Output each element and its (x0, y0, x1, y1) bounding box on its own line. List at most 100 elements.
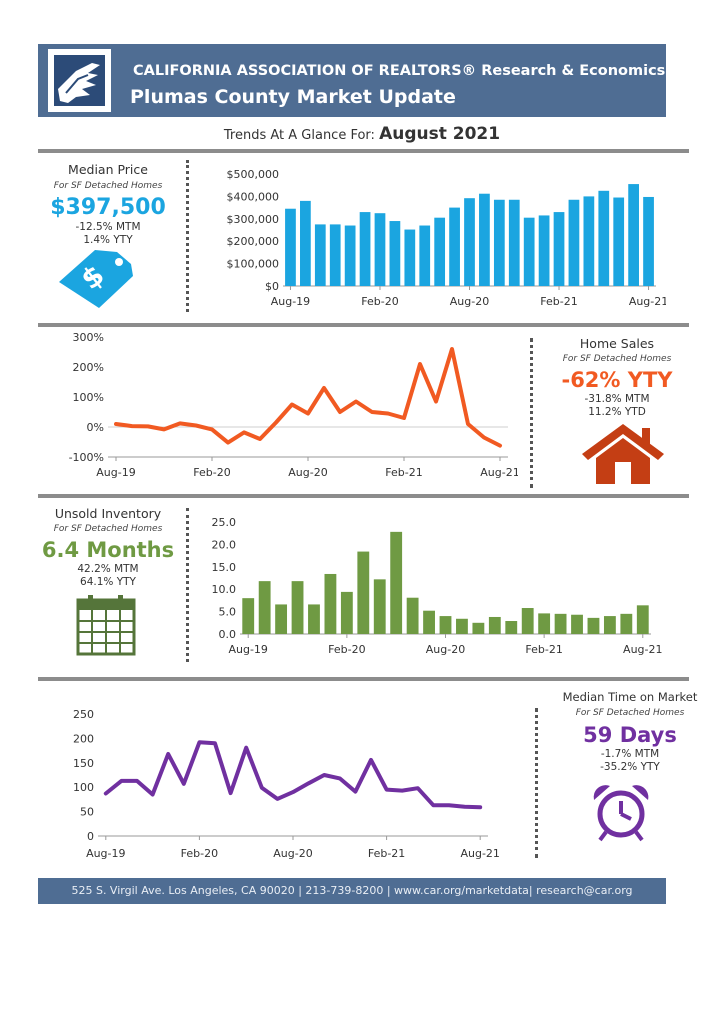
y-tick-label: 300% (73, 331, 104, 344)
home-sales-value: -62% YTY (561, 368, 673, 392)
bar (324, 573, 337, 634)
bar (464, 198, 475, 286)
car-logo (48, 49, 111, 112)
bar (628, 184, 639, 286)
y-tick-label: 200% (73, 361, 104, 374)
home-sales-panel: Home Sales For SF Detached Homes -62% YT… (552, 336, 682, 419)
time-on-market-panel: Median Time on Market For SF Detached Ho… (555, 690, 705, 774)
report-header: CALIFORNIA ASSOCIATION OF REALTORS® Rese… (38, 44, 666, 117)
bar (583, 196, 595, 286)
x-tick-label: Aug-20 (450, 295, 489, 308)
inventory-chart: 0.0 5.0 10.0 15.0 20.0 25.0 Aug-19 Feb-20 Aug-20… (212, 516, 663, 656)
bar (406, 597, 419, 634)
x-tick-label: Feb-21 (540, 295, 577, 308)
median-price-mtm: -12.5% MTM (75, 221, 141, 233)
inventory-value: 6.4 Months (41, 538, 175, 562)
bar (389, 221, 401, 286)
y-tick-label: 200 (73, 732, 94, 745)
bar (344, 225, 356, 286)
bar (538, 613, 551, 634)
panel-separator (186, 508, 189, 662)
panel-separator (535, 708, 538, 858)
y-tick-label: 10.0 (212, 583, 237, 596)
home-sales-subtitle: For SF Detached Homes (562, 354, 672, 364)
x-tick-label: Aug-20 (288, 466, 327, 479)
bar (571, 614, 583, 634)
bar (449, 207, 460, 286)
time-on-market-value: 59 Days (583, 723, 677, 747)
x-tick-label: Aug-19 (96, 466, 135, 479)
inventory-panel: Unsold Inventory For SF Detached Homes 6… (38, 506, 178, 589)
bar (258, 581, 271, 634)
y-tick-label: 20.0 (212, 538, 237, 551)
bar (587, 617, 600, 634)
bar (554, 613, 567, 634)
calendar-icon (76, 595, 136, 656)
bar (643, 196, 654, 286)
bar (308, 604, 320, 634)
y-tick-label: 150 (73, 757, 94, 770)
y-tick-label: 0% (87, 421, 104, 434)
x-tick-label: Aug-21 (623, 643, 662, 656)
y-tick-label: 15.0 (212, 561, 237, 574)
bar (285, 208, 296, 286)
bar (493, 199, 505, 286)
y-tick-label: 250 (73, 708, 94, 721)
bar (456, 618, 468, 634)
bar (423, 610, 435, 634)
bar (521, 608, 534, 634)
median-price-yty: 1.4% YTY (83, 234, 133, 246)
bar (373, 579, 386, 634)
bar (598, 190, 610, 286)
home-sales-ytd: 11.2% YTD (588, 406, 646, 418)
y-tick-label: $0 (265, 280, 279, 293)
x-tick-label: Feb-20 (193, 466, 230, 479)
bar (636, 605, 649, 634)
x-tick-label: Aug-20 (426, 643, 465, 656)
section-divider (38, 494, 689, 498)
bar (359, 212, 371, 286)
x-tick-label: Feb-20 (328, 643, 365, 656)
california-bear-logo-icon (54, 55, 105, 106)
bar (538, 215, 550, 286)
time-on-market-yty: -35.2% YTY (600, 761, 660, 773)
panel-separator (186, 160, 189, 312)
bar (340, 591, 353, 634)
bar (374, 213, 386, 286)
y-tick-label: 100% (73, 391, 104, 404)
report-month: August 2021 (379, 124, 501, 144)
bar (620, 613, 633, 634)
bar (434, 217, 446, 286)
x-tick-label: Aug-19 (228, 643, 267, 656)
y-tick-label: $100,000 (227, 258, 280, 271)
trends-prefix: Trends At A Glance For: (223, 128, 375, 143)
bar (329, 224, 341, 286)
bar (472, 622, 485, 634)
y-tick-label: 5.0 (219, 606, 237, 619)
contact-footer: 525 S. Virgil Ave. Los Angeles, CA 90020… (38, 878, 666, 904)
y-tick-label: 0.0 (219, 628, 237, 641)
section-divider (38, 323, 689, 327)
x-tick-label: Aug-21 (629, 295, 666, 308)
house-icon (582, 424, 664, 484)
y-tick-label: 100 (73, 781, 94, 794)
bar (568, 199, 580, 286)
bar (390, 531, 403, 634)
y-tick-label: 0 (87, 830, 94, 843)
inventory-subtitle: For SF Detached Homes (53, 524, 163, 534)
bar (357, 551, 370, 634)
section-divider (38, 149, 689, 153)
bar (419, 225, 431, 286)
x-tick-label: Feb-21 (368, 847, 405, 860)
price-tag-icon: $ (59, 250, 133, 308)
x-tick-label: Aug-20 (273, 847, 312, 860)
bar (523, 217, 535, 286)
organization-name: CALIFORNIA ASSOCIATION OF REALTORS® Rese… (133, 63, 666, 79)
y-tick-label: $500,000 (227, 168, 280, 181)
bar (505, 621, 518, 634)
time-on-market-mtm: -1.7% MTM (600, 748, 660, 760)
x-tick-label: Aug-19 (271, 295, 310, 308)
x-tick-label: Feb-20 (361, 295, 398, 308)
median-price-panel: Median Price For SF Detached Homes $397,… (38, 162, 178, 247)
bar (603, 616, 616, 634)
